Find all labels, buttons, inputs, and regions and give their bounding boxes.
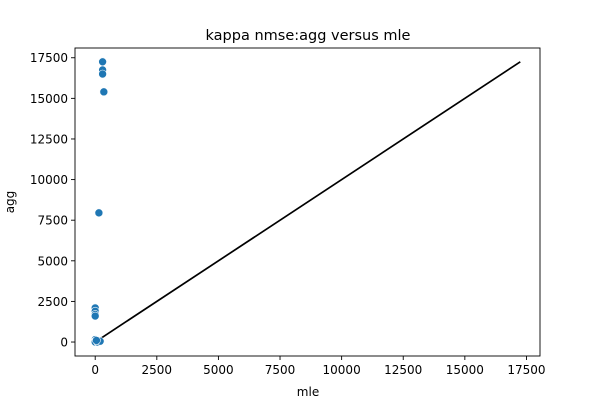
scatter-point-3	[99, 87, 109, 97]
y-tick-label-15000: 15000	[30, 92, 68, 106]
x-tick-label-5000: 5000	[203, 363, 234, 377]
scatter-point-2	[98, 69, 107, 79]
scatter-point-4	[94, 208, 104, 218]
y-tick-label-17500: 17500	[30, 51, 68, 65]
x-axis-label: mle	[297, 385, 319, 399]
x-tick-label-12500: 12500	[384, 363, 422, 377]
y-tick-label-0: 0	[60, 336, 68, 350]
identity-line	[94, 61, 521, 343]
scatter-point-0	[98, 57, 107, 67]
x-tick-label-0: 0	[91, 363, 99, 377]
plot-area: 0 2500 5000 7500 10000 12500 15000 17500 0 2500 50…	[30, 47, 546, 377]
y-axis-label: agg	[3, 191, 17, 214]
x-tick-label-15000: 15000	[446, 363, 484, 377]
x-tick-label-2500: 2500	[142, 363, 173, 377]
x-tick-label-7500: 7500	[265, 363, 296, 377]
y-tick-label-5000: 5000	[37, 254, 68, 268]
x-tick-label-10000: 10000	[323, 363, 361, 377]
scatter-point-14	[92, 336, 101, 345]
y-tick-label-10000: 10000	[30, 173, 68, 187]
scatter-point-8	[90, 311, 100, 321]
y-tick-label-7500: 7500	[37, 214, 68, 228]
y-tick-label-12500: 12500	[30, 132, 68, 146]
axes-frame	[74, 47, 541, 357]
y-tick-label-2500: 2500	[37, 295, 68, 309]
x-tick-label-17500: 17500	[507, 363, 545, 377]
chart-title: kappa nmse:agg versus mle	[206, 28, 411, 44]
